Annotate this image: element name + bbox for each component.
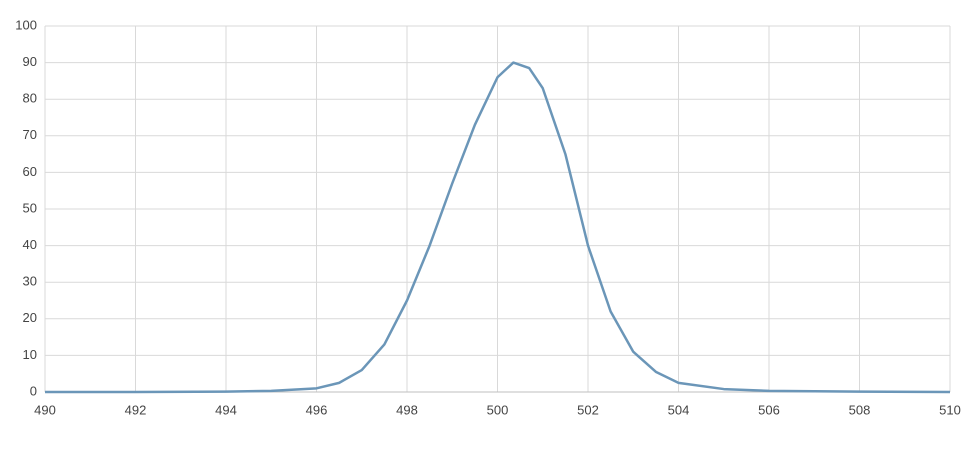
line-series [45,61,951,394]
x-tick-label: 494 [215,402,237,417]
x-tick-label: 498 [396,402,418,417]
x-tick-label: 506 [758,402,780,417]
x-tick-label: 502 [577,402,599,417]
x-tick-label: 490 [34,402,56,417]
x-tick-label: 510 [939,402,961,417]
y-tick-label: 60 [23,164,37,179]
y-tick-label: 10 [23,347,37,362]
y-tick-label: 50 [23,200,37,215]
y-tick-label: 70 [23,127,37,142]
x-tick-label: 504 [668,402,690,417]
y-tick-label: 20 [23,310,37,325]
y-tick-label: 100 [15,17,37,32]
y-tick-label: 0 [30,383,37,398]
y-tick-label: 80 [23,91,37,106]
y-tick-label: 90 [23,54,37,69]
x-tick-label: 496 [306,402,328,417]
x-tick-label: 508 [849,402,871,417]
x-tick-label: 492 [125,402,147,417]
y-tick-label: 30 [23,274,37,289]
x-tick-label: 500 [487,402,509,417]
y-tick-label: 40 [23,237,37,252]
